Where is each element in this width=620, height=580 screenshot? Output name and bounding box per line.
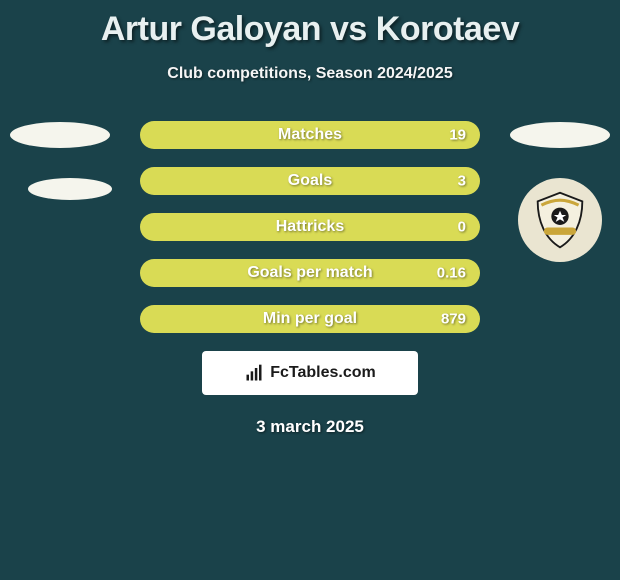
shield-icon [529, 189, 591, 251]
stat-label: Hattricks [276, 218, 344, 236]
stat-row-goals: Goals 3 [140, 167, 480, 195]
player-left-avatar-placeholder [10, 122, 110, 148]
player-right-avatar-placeholder [510, 122, 610, 148]
player-right-club-badge [518, 178, 602, 262]
stat-row-hattricks: Hattricks 0 [140, 213, 480, 241]
stat-value-right: 0 [458, 219, 466, 236]
watermark-link[interactable]: FcTables.com [202, 351, 418, 395]
bar-chart-icon [244, 363, 264, 383]
stat-label: Min per goal [263, 310, 357, 328]
player-left-club-placeholder [28, 178, 112, 200]
stat-row-min-per-goal: Min per goal 879 [140, 305, 480, 333]
stat-label: Matches [278, 126, 342, 144]
stat-value-right: 19 [449, 127, 466, 144]
stat-value-right: 0.16 [437, 265, 466, 282]
stat-value-right: 3 [458, 173, 466, 190]
stat-label: Goals per match [247, 264, 372, 282]
stat-row-matches: Matches 19 [140, 121, 480, 149]
footer-date: 3 march 2025 [0, 417, 620, 437]
stat-row-goals-per-match: Goals per match 0.16 [140, 259, 480, 287]
page-subtitle: Club competitions, Season 2024/2025 [0, 65, 620, 83]
stat-label: Goals [288, 172, 332, 190]
stat-value-right: 879 [441, 311, 466, 328]
comparison-card: Artur Galoyan vs Korotaev Club competiti… [0, 0, 620, 580]
watermark-text: FcTables.com [270, 364, 376, 382]
page-title: Artur Galoyan vs Korotaev [0, 0, 620, 49]
